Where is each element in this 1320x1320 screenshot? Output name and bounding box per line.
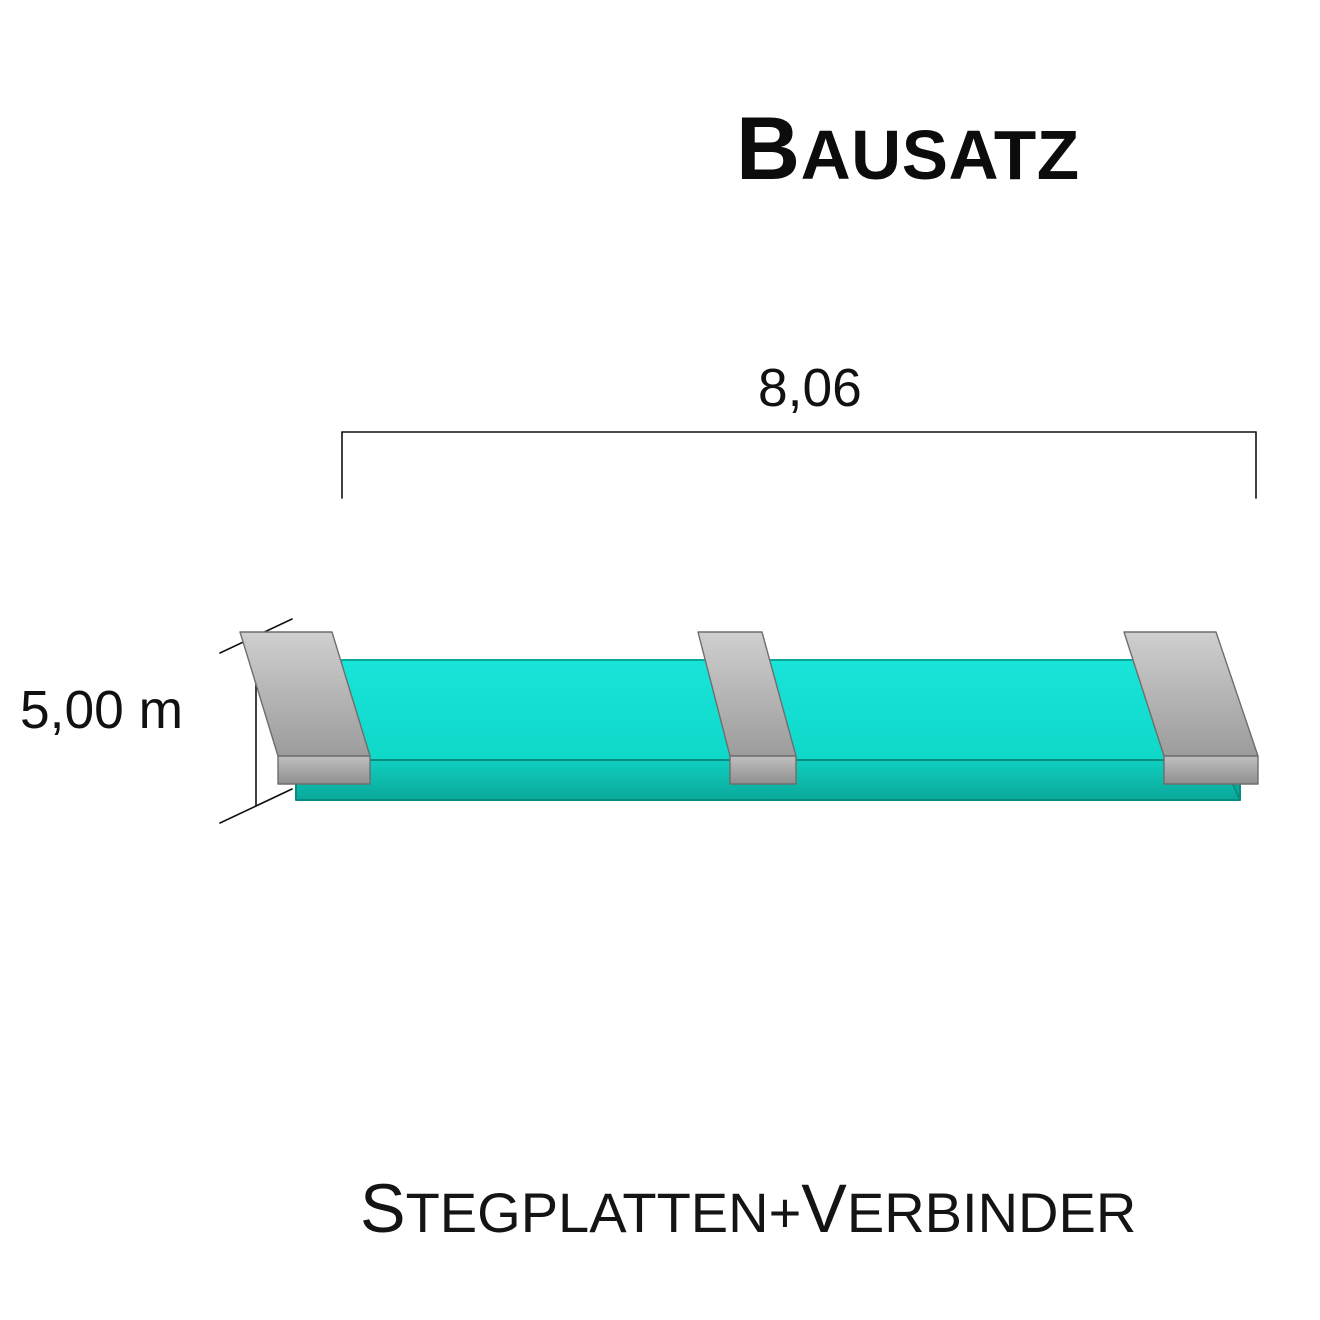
connector-0-front	[278, 756, 370, 784]
diagram-stage: BAUSATZ 8,06 5,00 m STEGPLATTEN+VERBINDE…	[0, 0, 1320, 1320]
panel-drawing	[0, 0, 1320, 1320]
connector-1-front	[730, 756, 796, 784]
connector-2-front	[1164, 756, 1258, 784]
connector-0-top	[240, 632, 370, 756]
